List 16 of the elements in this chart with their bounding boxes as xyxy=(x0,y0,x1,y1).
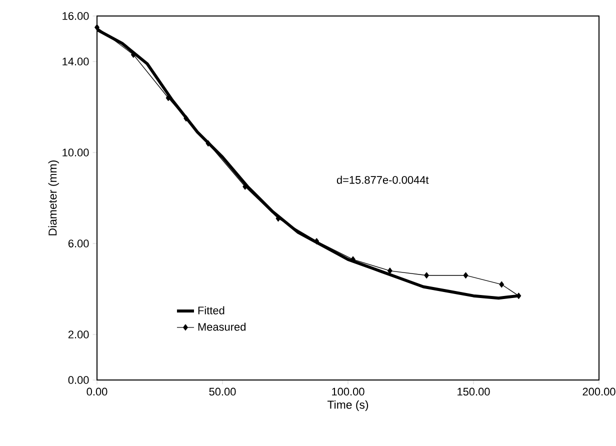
y-tick-label: 0.00 xyxy=(68,376,89,384)
legend-label: Fitted xyxy=(198,306,224,314)
x-tick-label: 100.00 xyxy=(332,388,364,396)
y-tick-label: 2.00 xyxy=(68,330,89,338)
legend-label: Measured xyxy=(198,322,246,331)
x-tick-label: 50.00 xyxy=(209,388,236,396)
x-tick-label: 0.00 xyxy=(86,388,108,396)
x-axis-title: Time (s) xyxy=(327,400,368,412)
y-tick-label: 16.00 xyxy=(62,12,89,20)
y-tick-label: 6.00 xyxy=(68,240,89,248)
y-tick-label: 10.00 xyxy=(62,148,89,156)
x-tick-label: 150.00 xyxy=(458,388,490,396)
x-tick-label: 200.00 xyxy=(582,388,616,396)
y-axis-title: Diameter (mm) xyxy=(48,160,59,236)
annotation: d=15.877e-0.0044t xyxy=(336,176,429,184)
y-tick-label: 14.00 xyxy=(62,58,89,66)
